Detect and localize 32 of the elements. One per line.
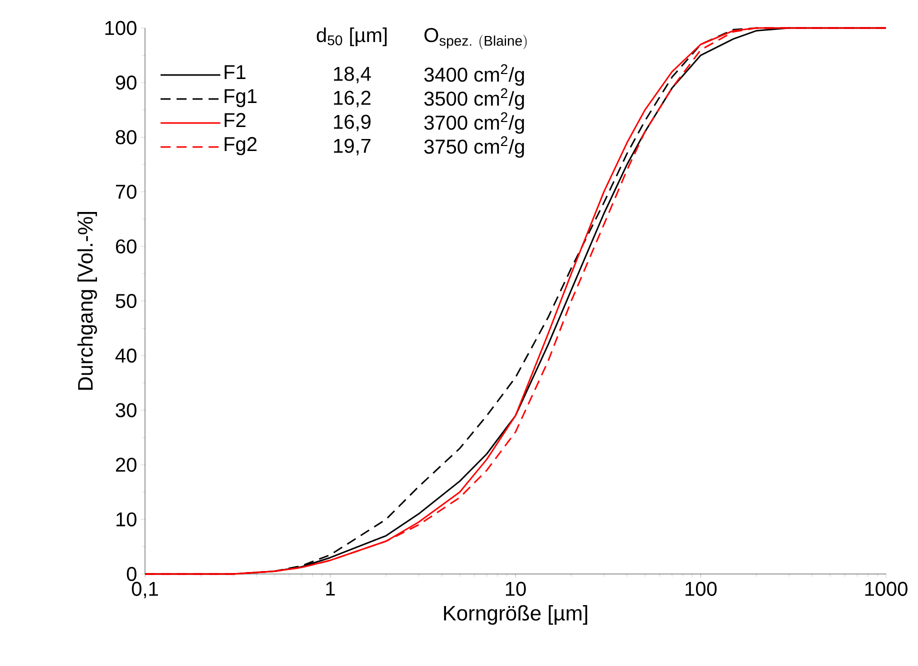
annotation: 18,4: [334, 66, 371, 84]
legend-label: F1: [224, 65, 246, 79]
x-axis-title: Korngröße [µm]: [444, 605, 588, 625]
annotation: d$_{50}$ [µm]: [316, 28, 387, 46]
annotation: 3750 cm$^{2}$/g: [424, 136, 524, 158]
y-tick-label: 100: [105, 20, 136, 36]
annotation: 16,9: [334, 114, 371, 132]
annotation: 3400 cm$^{2}$/g: [424, 64, 524, 86]
legend-label: Fg2: [224, 137, 257, 156]
y-tick-label: 80: [116, 130, 136, 144]
x-tick-label: 0,1: [132, 582, 158, 598]
y-tick-label: 50: [116, 294, 136, 308]
y-tick-label: 90: [116, 76, 136, 90]
y-axis-title: Durchgang [Vol.-%]: [77, 212, 97, 390]
y-tick-label: 20: [116, 458, 136, 472]
y-tick-label: 40: [115, 348, 136, 363]
legend-label: F2: [224, 113, 246, 127]
y-tick-label: 60: [116, 239, 136, 254]
y-tick-label: 30: [116, 403, 136, 418]
x-tick-label: 1: [326, 582, 335, 596]
y-tick-label: 70: [116, 184, 136, 199]
annotation: $\mathrm{O}_{\mathrm{spez.\ (Blaine)}}$: [424, 28, 527, 50]
x-tick-label: 10: [506, 582, 526, 596]
annotation: 3500 cm$^{2}$/g: [424, 88, 524, 110]
legend-label: Fg1: [224, 89, 257, 108]
x-tick-label: 100: [686, 582, 717, 596]
annotation: 3700 cm$^{2}$/g: [424, 112, 524, 134]
annotation: 19,7: [334, 138, 370, 156]
annotation: 16,2: [334, 90, 370, 108]
y-tick-label: 10: [116, 512, 136, 526]
y-tick-label: 0: [126, 566, 136, 582]
x-tick-label: 1000: [865, 582, 908, 596]
